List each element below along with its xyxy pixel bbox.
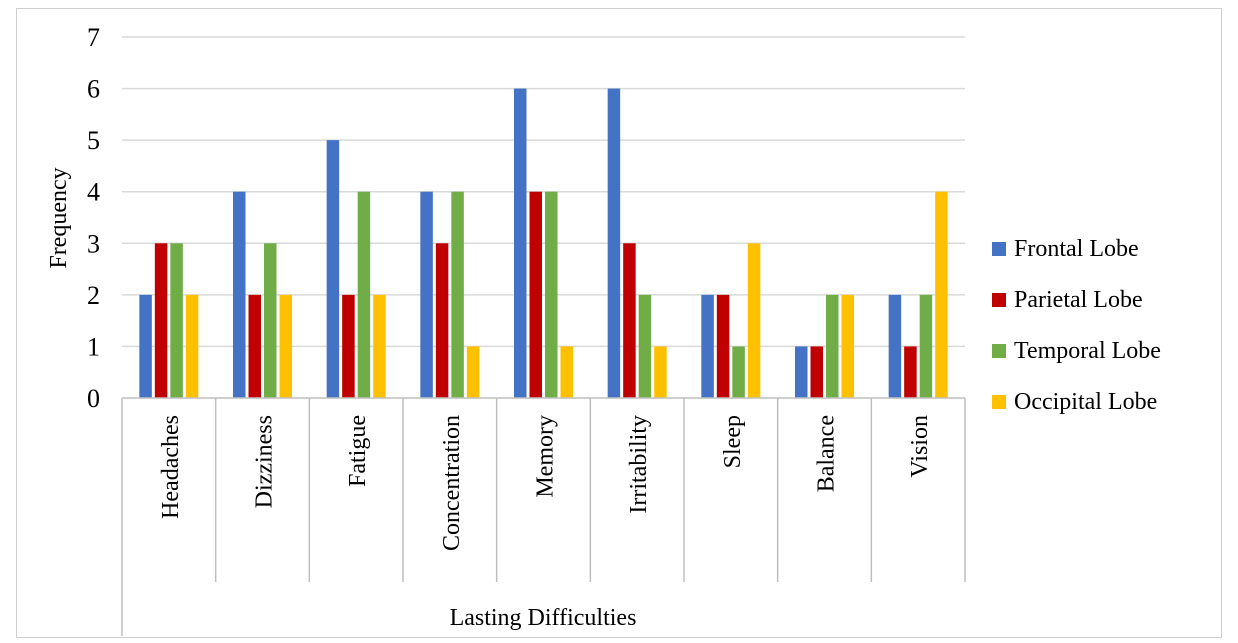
bar-temporal-lobe-balance — [826, 294, 839, 398]
bar-parietal-lobe-balance — [810, 346, 823, 398]
x-tick-label: Vision — [907, 415, 933, 478]
legend-label: Temporal Lobe — [1014, 338, 1161, 364]
bar-frontal-lobe-balance — [795, 346, 808, 398]
bar-temporal-lobe-fatigue — [357, 191, 371, 398]
bar-occipital-lobe-memory — [560, 346, 573, 398]
bar-occipital-lobe-fatigue — [373, 294, 386, 398]
bar-parietal-lobe-concentration — [435, 243, 449, 398]
x-tick-label: Fatigue — [345, 415, 371, 487]
bar-occipital-lobe-vision — [935, 191, 948, 398]
y-axis-title: Frequency — [46, 167, 72, 268]
bar-temporal-lobe-sleep — [732, 346, 745, 398]
x-tick-label: Dizziness — [252, 415, 278, 508]
x-tick-label: Irritability — [626, 415, 652, 514]
legend-label: Parietal Lobe — [1014, 287, 1143, 313]
bar-temporal-lobe-memory — [545, 191, 558, 398]
bar-parietal-lobe-fatigue — [342, 294, 355, 398]
bar-parietal-lobe-vision — [904, 346, 917, 398]
legend: Frontal Lobe Parietal Lobe Temporal Lobe Oc… — [992, 236, 1161, 415]
bar-temporal-lobe-concentration — [451, 191, 464, 398]
bar-parietal-lobe-irritability — [623, 243, 636, 398]
bar-frontal-lobe-irritability — [607, 88, 621, 399]
bar-frontal-lobe-memory — [514, 88, 527, 399]
y-tick-label: 1 — [87, 332, 100, 361]
y-tick-label: 7 — [87, 23, 100, 52]
bar-temporal-lobe-headaches — [170, 243, 183, 398]
chart-frame — [16, 8, 1222, 638]
legend-swatch — [992, 242, 1006, 256]
bar-temporal-lobe-vision — [919, 294, 933, 398]
bar-temporal-lobe-irritability — [638, 294, 652, 398]
x-tick-label: Balance — [814, 415, 840, 492]
legend-swatch — [992, 344, 1006, 358]
legend-label: Occipital Lobe — [1014, 389, 1157, 415]
bar-frontal-lobe-sleep — [701, 294, 714, 398]
bar-parietal-lobe-dizziness — [248, 294, 261, 398]
x-tick-label: Sleep — [720, 415, 746, 468]
bar-occipital-lobe-balance — [841, 294, 854, 398]
bar-frontal-lobe-vision — [888, 294, 902, 398]
y-tick-label: 3 — [87, 229, 100, 258]
x-tick-label: Concentration — [439, 415, 465, 551]
x-tick-label: Memory — [533, 415, 559, 498]
gridlines — [122, 36, 965, 348]
bars — [139, 88, 948, 399]
bar-occipital-lobe-sleep — [747, 243, 761, 398]
legend-label: Frontal Lobe — [1014, 236, 1139, 262]
legend-swatch — [992, 395, 1006, 409]
bar-parietal-lobe-headaches — [154, 243, 168, 398]
y-tick-label: 5 — [87, 126, 100, 155]
bar-frontal-lobe-headaches — [139, 294, 152, 398]
bar-frontal-lobe-dizziness — [233, 191, 246, 398]
axes: 0 1 2 3 4 5 6 7 Headaches Dizziness Fatigue Concent… — [87, 23, 966, 636]
bar-parietal-lobe-memory — [529, 191, 542, 398]
legend-swatch — [992, 293, 1006, 307]
bar-frontal-lobe-concentration — [420, 191, 433, 398]
x-tick-label: Headaches — [158, 415, 184, 519]
y-tick-label: 4 — [87, 178, 100, 207]
x-axis-title: Lasting Difficulties — [450, 605, 637, 631]
bar-occipital-lobe-headaches — [185, 294, 199, 398]
bar-temporal-lobe-dizziness — [264, 243, 277, 398]
y-tick-label: 2 — [87, 281, 100, 310]
bar-occipital-lobe-concentration — [466, 346, 480, 398]
bar-occipital-lobe-irritability — [654, 346, 667, 398]
bar-frontal-lobe-fatigue — [326, 140, 340, 398]
bar-parietal-lobe-sleep — [716, 294, 730, 398]
y-tick-label: 0 — [87, 384, 100, 413]
bar-occipital-lobe-dizziness — [279, 294, 292, 398]
y-tick-label: 6 — [87, 75, 100, 104]
